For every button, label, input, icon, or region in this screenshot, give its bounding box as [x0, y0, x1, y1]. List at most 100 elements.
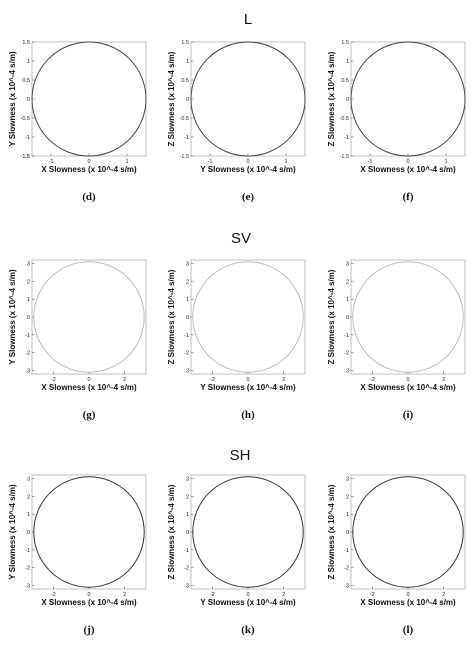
- y-tick-label: 1: [27, 512, 30, 518]
- y-tick-label: -1: [344, 333, 349, 339]
- x-tick-label: 2: [282, 592, 285, 598]
- y-tick-label: -1: [344, 135, 349, 141]
- plot-frame: [190, 474, 306, 590]
- y-tick-label: 2: [27, 494, 30, 500]
- y-tick-label: -1: [25, 333, 30, 339]
- y-axis-label: Y Slowness (x 10^-4 s/m): [8, 484, 17, 580]
- y-tick-label: -2: [184, 566, 189, 572]
- chart-panel: -2 0 2 3 2 1 0 -1 -2 -3 X Slowness (x 10^-4 s/m) Z …: [327, 259, 466, 421]
- y-tick-label: 3: [27, 262, 30, 268]
- panel-label: (d): [82, 191, 96, 203]
- y-tick-label: -2: [344, 566, 349, 572]
- y-tick-label: 1.5: [181, 40, 189, 46]
- y-tick-label: 1: [27, 59, 30, 65]
- section-title-sv: SV: [231, 230, 251, 247]
- slowness-curve: [352, 476, 464, 588]
- slowness-curve: [190, 41, 306, 157]
- y-tick-label: -1: [184, 548, 189, 554]
- panel-label: (j): [84, 624, 95, 636]
- y-tick-label: 3: [27, 477, 30, 483]
- y-tick-label: -1: [344, 548, 349, 554]
- y-tick-label: 0: [346, 315, 349, 321]
- y-tick-label: -2: [344, 351, 349, 357]
- plot-frame: [350, 259, 466, 375]
- y-tick-label: 0: [27, 530, 30, 536]
- y-tick-label: -1: [25, 135, 30, 141]
- panels-group: -1 0 1 1.5 1 0.5 0 -0.5 -1 -1.5 X Slowness (x 10^-…: [8, 40, 466, 636]
- panel-label: (k): [241, 624, 255, 636]
- y-tick-label: 1: [186, 297, 189, 303]
- y-tick-label: 2: [186, 279, 189, 285]
- plot-frame: [31, 259, 147, 375]
- x-tick-label: 0: [246, 592, 249, 598]
- x-tick-label: 2: [123, 377, 126, 383]
- y-tick-label: 1: [346, 59, 349, 65]
- chart-panel: -2 0 2 3 2 1 0 -1 -2 -3 Y Slowness (x 10^-4 s/m) Z …: [167, 474, 306, 636]
- y-tick-label: -3: [25, 583, 30, 589]
- y-tick-label: 0.5: [22, 78, 30, 84]
- x-tick-label: -1: [368, 159, 373, 165]
- y-tick-label: -0.5: [21, 116, 30, 122]
- y-axis-label: Z Slowness (x 10^-4 s/m): [167, 269, 176, 364]
- y-tick-label: 2: [346, 279, 349, 285]
- y-tick-label: 0: [186, 315, 189, 321]
- x-tick-label: -1: [208, 159, 213, 165]
- x-tick-label: -2: [51, 377, 56, 383]
- y-tick-label: 2: [346, 494, 349, 500]
- section-title-sh: SH: [230, 447, 251, 464]
- y-tick-label: -3: [184, 368, 189, 374]
- y-tick-label: -3: [25, 368, 30, 374]
- panel-label: (e): [242, 191, 255, 203]
- y-tick-label: -2: [184, 351, 189, 357]
- plot-frame: [350, 41, 466, 157]
- section-title-l: L: [244, 11, 252, 28]
- x-tick-label: -2: [51, 592, 56, 598]
- x-tick-label: 0: [406, 592, 409, 598]
- chart-panel: -2 0 2 3 2 1 0 -1 -2 -3 Y Slowness (x 10^-4 s/m) Z …: [167, 259, 306, 421]
- x-axis-label: X Slowness (x 10^-4 s/m): [41, 383, 137, 392]
- x-tick-label: 0: [87, 592, 90, 598]
- x-tick-label: 0: [406, 377, 409, 383]
- chart-panel: -1 0 1 1.5 1 0.5 0 -0.5 -1 -1.5 X Slowness (x 10^-…: [327, 40, 466, 203]
- y-tick-label: 0: [346, 97, 349, 103]
- x-axis-label: Y Slowness (x 10^-4 s/m): [200, 598, 296, 607]
- panel-label: (f): [403, 191, 414, 203]
- plot-frame: [31, 474, 147, 590]
- panel-label: (l): [403, 624, 414, 636]
- x-tick-label: 0: [246, 159, 249, 165]
- y-tick-label: 0: [186, 97, 189, 103]
- x-tick-label: 2: [123, 592, 126, 598]
- y-axis-label: Y Slowness (x 10^-4 s/m): [8, 269, 17, 365]
- slowness-curve: [31, 41, 147, 157]
- y-tick-label: 0: [27, 315, 30, 321]
- y-tick-label: -1: [25, 548, 30, 554]
- x-tick-label: -2: [370, 592, 375, 598]
- slowness-curve: [352, 261, 464, 373]
- x-tick-label: 0: [406, 159, 409, 165]
- chart-panel: -2 0 2 3 2 1 0 -1 -2 -3 X Slowness (x 10^-4 s/m) Y …: [8, 474, 147, 636]
- y-tick-label: 1.5: [341, 40, 349, 46]
- chart-panel: -2 0 2 3 2 1 0 -1 -2 -3 X Slowness (x 10^-4 s/m) Y …: [8, 259, 147, 421]
- y-tick-label: -3: [344, 368, 349, 374]
- plot-frame: [350, 474, 466, 590]
- x-axis-label: X Slowness (x 10^-4 s/m): [41, 598, 137, 607]
- x-tick-label: 2: [282, 377, 285, 383]
- y-tick-label: 2: [27, 279, 30, 285]
- slowness-curve: [192, 476, 304, 588]
- x-axis-label: X Slowness (x 10^-4 s/m): [360, 383, 456, 392]
- chart-panel: -1 0 1 1.5 1 0.5 0 -0.5 -1 -1.5 X Slowness (x 10^-…: [8, 40, 147, 203]
- x-tick-label: 2: [442, 592, 445, 598]
- x-tick-label: 1: [284, 159, 287, 165]
- y-tick-label: 2: [186, 494, 189, 500]
- y-tick-label: 0: [186, 530, 189, 536]
- plot-frame: [31, 41, 147, 157]
- chart-panel: -2 0 2 3 2 1 0 -1 -2 -3 X Slowness (x 10^-4 s/m) Z …: [327, 474, 466, 636]
- y-tick-label: -0.5: [340, 116, 349, 122]
- y-axis-label: Z Slowness (x 10^-4 s/m): [327, 484, 336, 579]
- y-tick-label: 3: [186, 262, 189, 268]
- x-axis-label: X Slowness (x 10^-4 s/m): [360, 598, 456, 607]
- y-tick-label: -3: [184, 583, 189, 589]
- x-tick-label: -2: [210, 592, 215, 598]
- y-axis-label: Y Slowness (x 10^-4 s/m): [8, 51, 17, 147]
